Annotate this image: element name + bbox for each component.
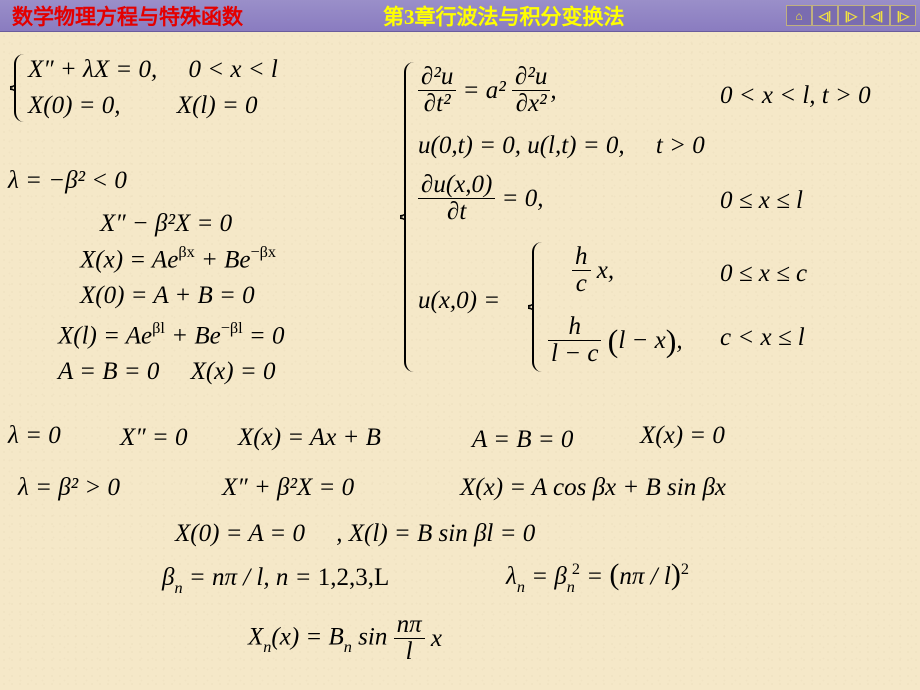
pde-bc: u(0,t) = 0, u(l,t) = 0, t > 0	[418, 132, 705, 160]
brace-icon	[532, 242, 542, 372]
case2-result: X(x) = 0	[640, 422, 725, 450]
ic-ut-cond: 0 ≤ x ≤ l	[720, 187, 803, 215]
wave-equation: ∂²u∂t² = a² ∂²u∂x²,	[418, 64, 557, 118]
ic-piece2-cond: c < x ≤ l	[720, 324, 805, 352]
case3-sol: X(x) = A cos βx + B sin βx	[460, 474, 726, 502]
case1-ode: X″ − β²X = 0	[100, 210, 232, 238]
ic-piece2: hl − c (l − x),	[548, 314, 683, 368]
case3-beta: βn = nπ / l, n = 1,2,3,L	[162, 564, 389, 596]
case2-ab: A = B = 0	[472, 426, 573, 454]
brace-icon	[14, 54, 24, 122]
next-icon[interactable]: ◁|	[864, 5, 890, 26]
ic-piece1: hc x,	[572, 244, 614, 298]
case2-sol: X(x) = Ax + B	[238, 424, 381, 452]
case3-ode: X″ + β²X = 0	[222, 474, 354, 502]
header-title-right: 第3章行波法与积分变换法	[383, 1, 625, 31]
case3-lambda: λn = βn2 = (nπ / l)2	[506, 558, 689, 595]
case1-sol: X(x) = Aeβx + Be−βx	[80, 244, 276, 274]
header-title-left: 数学物理方程与特殊函数	[0, 1, 243, 31]
pde-ic-ut: ∂u(x,0)∂t = 0,	[418, 172, 543, 226]
prev-section-icon[interactable]: ◁|	[812, 5, 838, 26]
case3-bc: X(0) = A = 0 , X(l) = B sin βl = 0	[175, 520, 535, 548]
case1-result: A = B = 0 X(x) = 0	[58, 358, 275, 386]
case2: λ = 0	[8, 422, 61, 450]
bc-equation: X(0) = 0, X(l) = 0	[28, 92, 258, 120]
ode-equation: X″ + λX = 0, 0 < x < l	[28, 56, 278, 84]
nav-button-group: ⌂ ◁| |▷ ◁| |▷	[786, 5, 920, 26]
next-section-icon[interactable]: |▷	[890, 5, 916, 26]
case3-eigenfunc: Xn(x) = Bn sin nπl x	[248, 612, 442, 666]
brace-icon	[404, 62, 416, 372]
case2-ode: X″ = 0	[120, 424, 188, 452]
domain-cond: 0 < x < l, t > 0	[720, 82, 871, 110]
slide-header: 数学物理方程与特殊函数 第3章行波法与积分变换法 ⌂ ◁| |▷ ◁| |▷	[0, 0, 920, 32]
ic-piece1-cond: 0 ≤ x ≤ c	[720, 260, 807, 288]
home-icon[interactable]: ⌂	[786, 5, 812, 26]
case1-bcl: X(l) = Aeβl + Be−βl = 0	[58, 320, 285, 350]
case1: λ = −β² < 0	[8, 167, 127, 195]
prev-icon[interactable]: |▷	[838, 5, 864, 26]
slide-content: X″ + λX = 0, 0 < x < l X(0) = 0, X(l) = …	[0, 32, 920, 690]
case3: λ = β² > 0	[18, 474, 120, 502]
case1-bc0: X(0) = A + B = 0	[80, 282, 255, 310]
pde-ic-u: u(x,0) =	[418, 287, 500, 315]
